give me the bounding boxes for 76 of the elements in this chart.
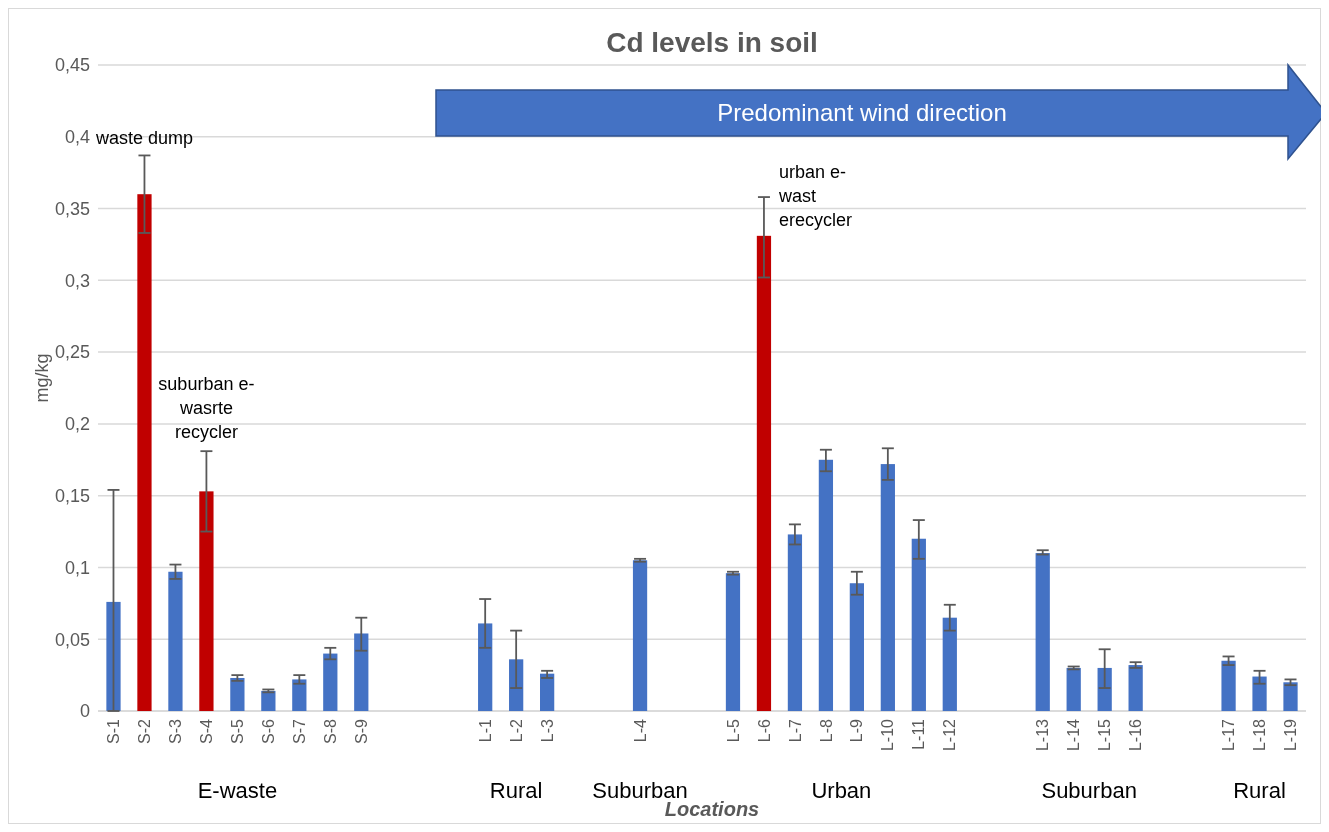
bar [1128,665,1143,711]
annotation: suburban e- wasrte recycler [158,374,255,443]
bar [942,617,957,711]
y-tick-label: 0,05 [54,629,90,650]
y-tick-label: 0 [79,701,90,722]
x-tick-label: L-16 [1127,718,1145,752]
x-tick-label: L-3 [538,718,556,743]
bar [261,690,276,711]
y-tick-label: 0,15 [54,485,90,506]
bar [1221,660,1236,711]
bar [880,464,895,711]
bar [911,538,926,711]
bar [632,560,648,711]
text: Rural [1233,778,1286,803]
chart-title: Cd levels in soil [606,27,818,58]
bar [106,601,121,711]
text: E-waste [197,778,278,803]
bar [292,679,307,711]
y-tick-label: 0,3 [64,270,90,291]
x-tick-label: L-5 [724,718,742,743]
text: Urban [811,778,872,803]
bar [323,653,338,711]
bar [725,573,741,711]
bar [1252,676,1267,711]
bar [168,571,183,711]
y-tick-label: 0,35 [54,198,90,219]
x-tick-label: S-2 [136,718,154,744]
x-tick-label: L-13 [1034,718,1052,752]
x-tick-label: L-6 [755,718,773,743]
x-tick-label: S-4 [198,718,216,744]
x-tick-label: L-2 [507,718,525,743]
bar [354,633,369,711]
x-tick-label: L-18 [1251,718,1269,752]
bar [1035,553,1050,711]
x-tick-label: L-7 [786,718,804,743]
x-tick-label: S-8 [321,718,339,744]
bar [199,491,214,711]
y-tick-label: 0,2 [64,414,90,435]
bar [818,459,834,711]
x-tick-label: L-19 [1282,718,1300,752]
x-tick-label: L-15 [1096,718,1114,752]
y-axis-title: mg/kg [32,353,52,403]
bar [1097,667,1112,711]
bar [1283,682,1298,711]
bar [478,623,493,711]
bar [1066,667,1081,711]
y-tick-label: 0,1 [64,557,90,578]
x-tick-label: L-8 [817,718,835,743]
bar [137,194,152,711]
bar [756,235,772,711]
x-tick-label: L-11 [910,718,928,750]
y-tick-label: 0,25 [54,342,90,363]
y-tick-label: 0,45 [54,55,90,76]
x-tick-label: S-1 [105,718,123,744]
x-tick-label: L-14 [1065,718,1083,752]
x-tick-label: L-10 [879,718,897,752]
y-tick-label: 0,4 [64,127,90,148]
annotation: waste dump [94,127,193,148]
bar [230,677,245,711]
x-tick-label: L-9 [848,718,866,743]
annotation: urban e- wast erecycler [778,161,853,230]
x-tick-label: L-1 [476,718,494,743]
bar [540,673,555,711]
x-tick-label: S-3 [167,718,185,744]
x-tick-label: L-4 [631,718,649,743]
x-tick-label: S-7 [290,718,308,744]
x-tick-label: S-9 [352,718,370,744]
x-tick-label: S-6 [259,718,277,744]
x-tick-label: L-17 [1220,718,1238,752]
bar [849,583,864,711]
text: Suburban [1041,778,1137,803]
bar [787,534,803,711]
x-tick-label: S-5 [228,718,246,744]
text: Rural [489,778,543,803]
annotation: Predominant wind direction [717,99,1007,127]
x-tick-label: L-12 [941,718,959,752]
